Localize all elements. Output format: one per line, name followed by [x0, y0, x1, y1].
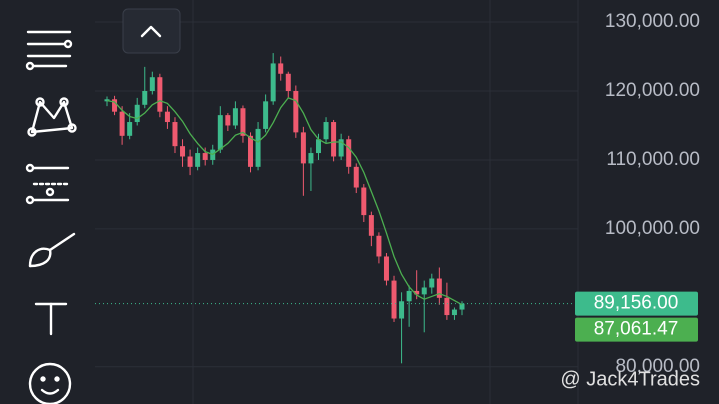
candle-body: [225, 115, 231, 126]
y-tick-label: 120,000.00: [605, 80, 700, 101]
candle-body: [376, 235, 382, 257]
candle-body: [459, 303, 465, 310]
candle-body: [300, 132, 306, 164]
candle-body: [172, 122, 178, 147]
candle-body: [308, 153, 314, 164]
candle-body: [421, 287, 427, 295]
candle-body: [157, 77, 163, 112]
tool-emoji[interactable]: [28, 362, 72, 404]
candle-body: [338, 139, 344, 157]
candle-body: [414, 290, 420, 295]
candle-body: [444, 297, 450, 316]
candle-body: [240, 108, 246, 136]
candle-body: [406, 290, 412, 302]
candle-body: [217, 115, 223, 150]
candle-body: [368, 215, 374, 236]
candle-body: [399, 301, 405, 319]
price-label-box: [575, 317, 698, 342]
price-label: 89,156.00: [594, 293, 679, 314]
candle-body: [195, 153, 201, 167]
candle-body: [180, 146, 186, 157]
candle-body: [149, 77, 155, 92]
tool-patterns[interactable]: [27, 97, 77, 137]
candle-body: [112, 99, 118, 112]
candle-body: [232, 108, 238, 126]
y-tick-label: 110,000.00: [606, 149, 700, 170]
y-tick-label: 100,000.00: [605, 218, 700, 239]
candle-body: [270, 63, 276, 102]
candle-body: [255, 128, 261, 167]
price-label-box: [575, 291, 698, 316]
candle-body: [202, 153, 208, 160]
candle-body: [383, 256, 389, 281]
candle-body: [134, 104, 140, 123]
candle-body: [164, 111, 170, 123]
candle-body: [451, 309, 457, 316]
candle-body: [263, 101, 269, 129]
candle-body: [331, 122, 337, 157]
tool-indicators[interactable]: [25, 30, 73, 71]
candle-body: [278, 63, 284, 74]
y-tick-label: 130,000.00: [605, 11, 700, 32]
candle-body: [361, 187, 367, 216]
candle-body: [346, 139, 352, 167]
candle-body: [436, 278, 442, 298]
candle-body: [391, 280, 397, 319]
candle-body: [429, 278, 435, 288]
candle-body: [142, 91, 148, 105]
watermark: @ Jack4Trades: [560, 368, 700, 390]
candle-body: [187, 156, 193, 167]
y-tick-label: 80,000.00: [615, 356, 700, 377]
tool-text[interactable]: [34, 302, 68, 336]
tool-brush[interactable]: [28, 232, 76, 268]
candle-body: [127, 122, 133, 136]
candle-body: [315, 139, 321, 154]
candle-body: [293, 91, 299, 133]
price-label: 87,061.47: [594, 319, 679, 340]
candle-body: [353, 166, 359, 188]
candle-body: [248, 135, 254, 167]
moving-average-line: [106, 97, 463, 306]
candle-body: [323, 122, 329, 140]
candle-body: [285, 73, 291, 92]
candle-body: [104, 99, 110, 102]
tool-fib[interactable]: [25, 163, 70, 205]
candle-body: [119, 111, 125, 136]
collapse-button[interactable]: [122, 8, 181, 54]
